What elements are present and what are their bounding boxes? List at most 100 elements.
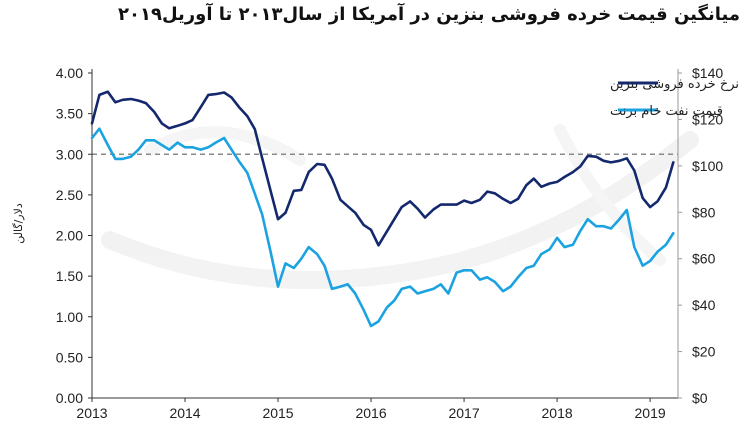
- x-tick-label: 2019: [635, 405, 666, 421]
- y-tick-label: 2.00: [56, 228, 83, 244]
- legend-label: قیمت نفت خام برنت: [610, 104, 723, 119]
- data-point: [456, 272, 458, 274]
- data-point: [556, 237, 558, 239]
- data-point: [339, 286, 341, 288]
- data-point: [440, 283, 442, 285]
- data-point: [618, 160, 621, 162]
- data-point: [153, 139, 155, 141]
- data-point: [649, 260, 651, 262]
- chart-title: میانگین قیمت خرده فروشی بنزین در آمریکا …: [117, 4, 740, 25]
- data-point: [610, 227, 612, 230]
- x-tick-label: 2015: [262, 405, 293, 421]
- data-point: [339, 199, 341, 201]
- data-point: [277, 218, 279, 220]
- data-point: [230, 96, 233, 98]
- data-point: [401, 288, 403, 290]
- data-point: [153, 111, 155, 113]
- data-point: [401, 206, 403, 208]
- data-point: [486, 191, 488, 193]
- data-point: [161, 122, 163, 124]
- data-point: [316, 253, 318, 255]
- data-point: [223, 91, 225, 94]
- data-point: [447, 292, 449, 295]
- data-point: [363, 309, 365, 311]
- data-point: [270, 190, 272, 192]
- data-point: [130, 156, 132, 158]
- data-point: [223, 137, 225, 139]
- series-line: [90, 90, 675, 247]
- data-point: [293, 190, 295, 192]
- data-point: [308, 246, 310, 248]
- x-tick-label: 2016: [355, 405, 386, 421]
- data-point: [230, 149, 233, 151]
- data-point: [107, 91, 109, 93]
- data-point: [393, 299, 395, 302]
- x-tick-label: 2017: [448, 405, 479, 421]
- data-point: [284, 262, 287, 264]
- data-point: [107, 144, 109, 146]
- y2-tick-label: $60: [692, 251, 716, 267]
- data-point: [200, 149, 202, 151]
- data-point: [254, 193, 256, 195]
- data-point: [626, 209, 628, 211]
- data-point: [556, 181, 558, 183]
- data-point: [215, 142, 217, 144]
- data-point: [177, 142, 179, 144]
- data-point: [579, 165, 581, 167]
- x-tick-label: 2013: [76, 405, 107, 421]
- data-point: [91, 122, 93, 124]
- data-point: [207, 146, 209, 148]
- data-point: [572, 244, 574, 246]
- data-point: [665, 187, 667, 189]
- data-point: [533, 265, 535, 267]
- data-point: [207, 94, 209, 96]
- data-point: [517, 198, 519, 200]
- data-point: [323, 164, 326, 166]
- data-point: [386, 306, 388, 309]
- data-point: [432, 288, 434, 290]
- y2-tick-label: $120: [692, 111, 723, 127]
- data-point: [300, 258, 302, 260]
- data-point: [191, 146, 194, 148]
- data-point: [510, 202, 512, 204]
- data-point: [417, 292, 419, 295]
- data-point: [215, 93, 217, 95]
- data-point: [277, 286, 279, 288]
- data-point: [145, 102, 147, 104]
- data-point: [370, 325, 372, 327]
- x-tick-label: 2014: [169, 405, 200, 421]
- data-point: [633, 169, 635, 172]
- data-point: [656, 251, 659, 253]
- data-point: [486, 276, 488, 278]
- data-point: [347, 283, 349, 285]
- y-tick-label: 3.00: [56, 146, 83, 162]
- data-point: [393, 218, 395, 220]
- data-point: [261, 157, 263, 159]
- data-point: [587, 155, 589, 157]
- data-point: [331, 178, 333, 180]
- data-point: [114, 158, 116, 160]
- data-point: [184, 146, 186, 148]
- y-tick-label: 4.00: [56, 65, 83, 81]
- data-point: [323, 265, 326, 267]
- data-point: [238, 160, 240, 162]
- data-point: [377, 320, 380, 322]
- data-point: [533, 178, 535, 180]
- data-point: [665, 244, 667, 246]
- data-point: [114, 101, 116, 103]
- data-point: [270, 251, 272, 253]
- y-tick-label: 2.50: [56, 187, 83, 203]
- data-point: [633, 246, 635, 248]
- data-point: [470, 269, 473, 271]
- data-point: [587, 218, 589, 220]
- data-point: [347, 205, 349, 207]
- data-point: [595, 225, 597, 227]
- chart-legend: نرخ خرده فروشی بنزین قیمت نفت خام برنت: [610, 77, 739, 119]
- y2-tick-label: $20: [692, 344, 716, 360]
- data-point: [409, 200, 411, 202]
- data-point: [424, 290, 426, 292]
- y2-tick-label: $40: [692, 297, 716, 313]
- data-point: [254, 128, 256, 130]
- data-point: [572, 171, 574, 173]
